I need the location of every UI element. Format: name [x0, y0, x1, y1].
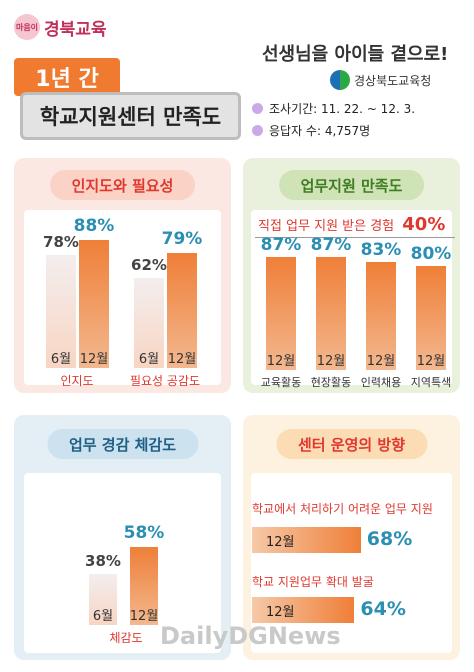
chart-area	[24, 473, 221, 653]
note-text: 직접 업무 지원 받은 경험	[258, 219, 395, 234]
category-label: 인지도	[60, 374, 94, 388]
bar-6	[134, 278, 164, 368]
panel-title: 업무 경감 체감도	[46, 429, 199, 459]
tick-label-12: 12월	[266, 354, 296, 369]
category-label: 학교 지원업무 확대 발굴	[252, 575, 374, 589]
tick-label-12: 12월	[366, 354, 396, 369]
data-label: 83%	[360, 240, 402, 261]
page-title: 학교지원센터 만족도	[20, 92, 241, 140]
divider	[255, 237, 455, 238]
org-name: 경상북도교육청	[354, 73, 432, 88]
survey-period-text: 조사기간: 11. 22. ~ 12. 3.	[269, 102, 416, 116]
tick-label-6: 6월	[92, 609, 114, 624]
tick-label-12: 12월	[79, 352, 109, 367]
category-label: 인력채용	[360, 376, 402, 389]
note-value: 40%	[402, 214, 446, 235]
year-badge: 1년 간	[14, 58, 120, 96]
bar-12	[366, 262, 396, 370]
watermark: DailyDGNews	[160, 622, 341, 650]
bar-6	[89, 573, 117, 625]
category-label: 필요성 공감도	[129, 374, 201, 388]
data-label: 68%	[366, 528, 413, 550]
data-label-12: 58%	[123, 522, 165, 543]
slogan: 선생님을 아이들 곁으로!	[262, 44, 449, 65]
bullet-dot-icon	[252, 103, 263, 114]
panel-title: 업무지원 만족도	[278, 170, 425, 200]
data-label: 87%	[310, 234, 352, 255]
data-label: 64%	[360, 598, 406, 620]
category-label: 현장활동	[310, 376, 352, 389]
bar-12	[266, 256, 296, 370]
bar-12	[167, 253, 197, 368]
category-label: 체감도	[109, 631, 143, 645]
hbar-12: 12월	[252, 527, 361, 553]
bar-12	[79, 240, 109, 368]
bar-12	[316, 256, 346, 370]
data-label-12: 79%	[161, 229, 203, 250]
bar-12	[130, 546, 158, 625]
panel-title: 센터 운영의 방향	[275, 429, 428, 459]
bar-12	[416, 266, 446, 370]
survey-period: 조사기간: 11. 22. ~ 12. 3.	[252, 100, 415, 117]
data-label-6: 38%	[85, 551, 121, 570]
tick-label-6: 6월	[138, 352, 160, 367]
respondents-text: 응답자 수: 4,757명	[269, 124, 371, 138]
tick-label-12: 12월	[129, 609, 159, 624]
bullet-dot-icon	[252, 125, 263, 136]
org-logo: 경상북도교육청	[330, 70, 431, 90]
category-label: 지역특색	[410, 376, 452, 389]
direct-support-note: 직접 업무 지원 받은 경험 40%	[258, 214, 445, 235]
tick-label-12: 12월	[316, 354, 346, 369]
respondents: 응답자 수: 4,757명	[252, 122, 370, 139]
data-label: 80%	[410, 244, 452, 264]
tick-label-12: 12월	[416, 354, 446, 369]
logo: 마음이 경북교육	[14, 14, 107, 40]
data-label-12: 88%	[73, 216, 115, 237]
panel-title: 인지도와 필요성	[49, 170, 196, 200]
logo-text: 경북교육	[44, 19, 107, 40]
bar-6	[46, 254, 76, 368]
panel-workload-relief: 업무 경감 체감도	[14, 415, 231, 660]
logo-seal-icon: 마음이	[14, 14, 40, 40]
org-emblem-icon	[330, 70, 350, 90]
data-label: 87%	[260, 234, 302, 255]
data-label-6: 62%	[131, 256, 167, 275]
category-label: 교육활동	[260, 376, 302, 389]
tick-label-12: 12월	[167, 352, 197, 367]
data-label-6: 78%	[43, 232, 79, 251]
hbar-12: 12월	[252, 597, 355, 623]
tick-label-6: 6월	[50, 352, 72, 367]
chart-area	[251, 473, 452, 653]
category-label: 학교에서 처리하기 어려운 업무 지원	[252, 502, 433, 516]
